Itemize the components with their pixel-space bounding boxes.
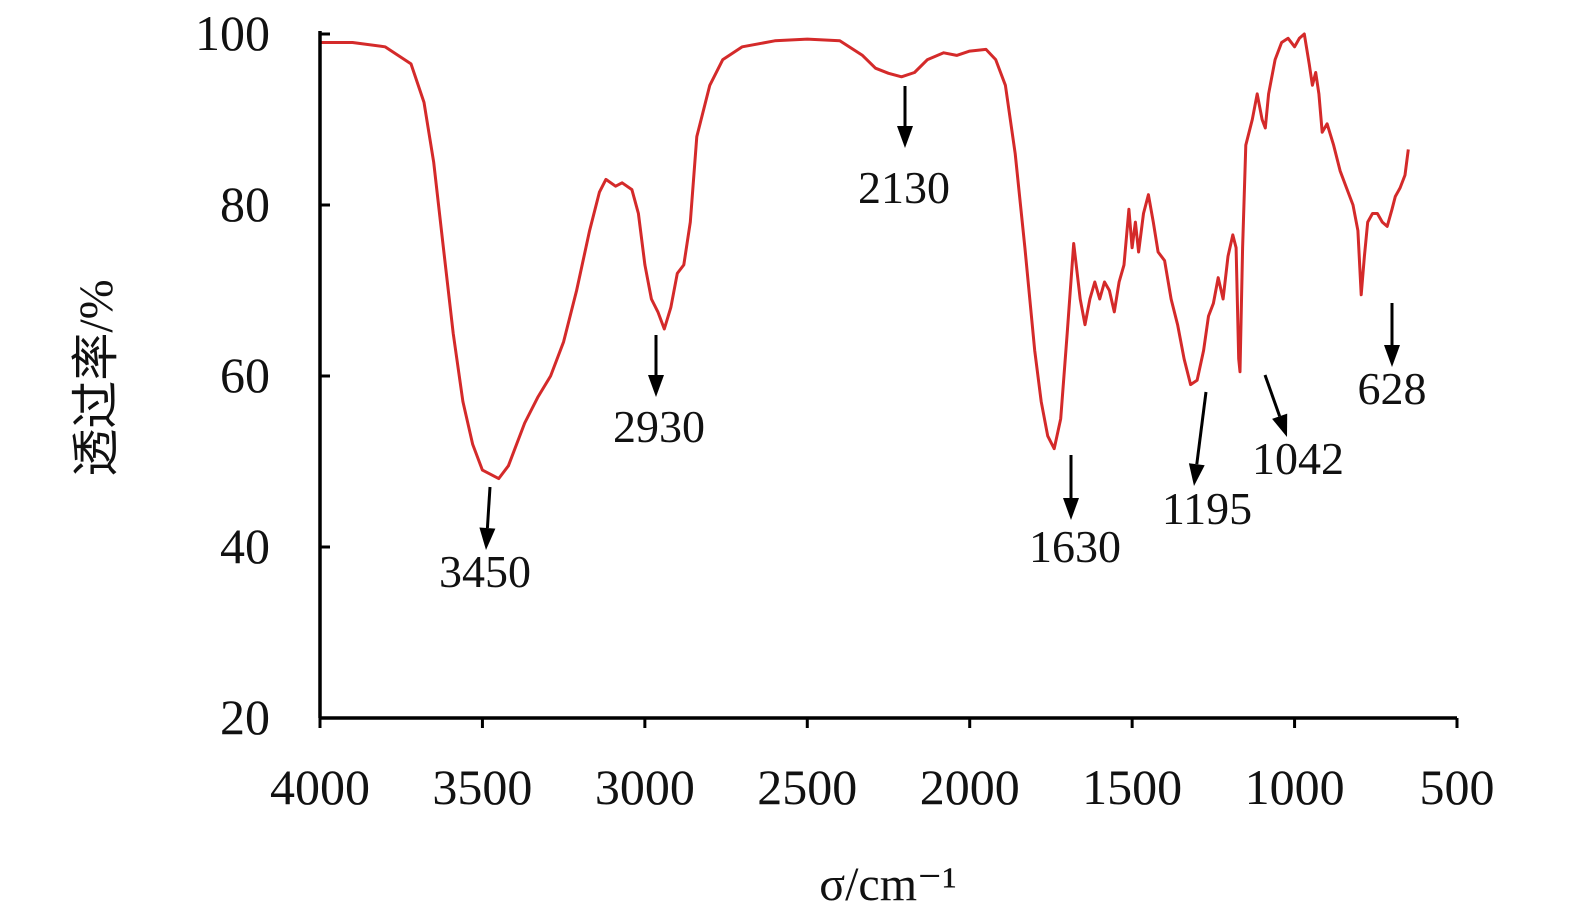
peak-label-2930: 2930 (613, 401, 705, 452)
peak-arrow-shaft (1263, 374, 1282, 417)
peak-annotation-1042: 1042 (1252, 374, 1344, 484)
spectrum-line-0 (320, 32, 1410, 481)
plot-area (320, 32, 1410, 481)
x-tick-label-500: 500 (1420, 759, 1495, 815)
peak-annotation-1195: 1195 (1162, 391, 1252, 534)
peak-arrow-head (897, 126, 913, 148)
peak-label-3450: 3450 (439, 546, 531, 597)
peak-arrow-head (1063, 498, 1079, 520)
peak-label-628: 628 (1358, 363, 1427, 414)
y-tick-label-60: 60 (220, 347, 270, 403)
y-ticks: 20 40 60 80 100 (195, 5, 330, 745)
x-tick-label-1500: 1500 (1082, 759, 1182, 815)
x-tick-label-2000: 2000 (920, 759, 1020, 815)
peak-label-1195: 1195 (1162, 483, 1252, 534)
y-axis-title: 透过率/% (70, 279, 123, 476)
x-tick-label-3000: 3000 (595, 759, 695, 815)
x-tick-label-4000: 4000 (270, 759, 370, 815)
x-tick-label-3500: 3500 (432, 759, 532, 815)
peak-annotation-2930: 2930 (613, 335, 705, 452)
x-tick-label-2500: 2500 (757, 759, 857, 815)
peak-annotation-2130: 2130 (858, 86, 950, 213)
peak-label-1630: 1630 (1029, 521, 1121, 572)
peak-arrow-head (1384, 345, 1400, 367)
peak-label-2130: 2130 (858, 162, 950, 213)
y-tick-label-80: 80 (220, 176, 270, 232)
x-axis-title: σ/cm⁻¹ (819, 858, 957, 911)
x-ticks: 4000 3500 3000 2500 2000 1500 1000 500 (270, 718, 1495, 815)
axes (318, 31, 1457, 720)
peak-annotation-628: 628 (1358, 303, 1427, 414)
peak-arrow-head (1188, 463, 1205, 486)
peak-arrow-head (1272, 413, 1288, 437)
peak-annotation-1630: 1630 (1029, 455, 1121, 572)
peak-arrow-head (648, 375, 664, 397)
x-tick-label-1000: 1000 (1245, 759, 1345, 815)
peak-arrow-head (479, 527, 496, 550)
peak-label-1042: 1042 (1252, 433, 1344, 484)
y-tick-label-100: 100 (195, 5, 270, 61)
peak-arrow-shaft (1195, 391, 1208, 465)
y-tick-label-40: 40 (220, 518, 270, 574)
peak-annotation-3450: 3450 (439, 486, 531, 597)
peak-arrow-shaft (485, 486, 492, 529)
y-tick-label-20: 20 (220, 689, 270, 745)
